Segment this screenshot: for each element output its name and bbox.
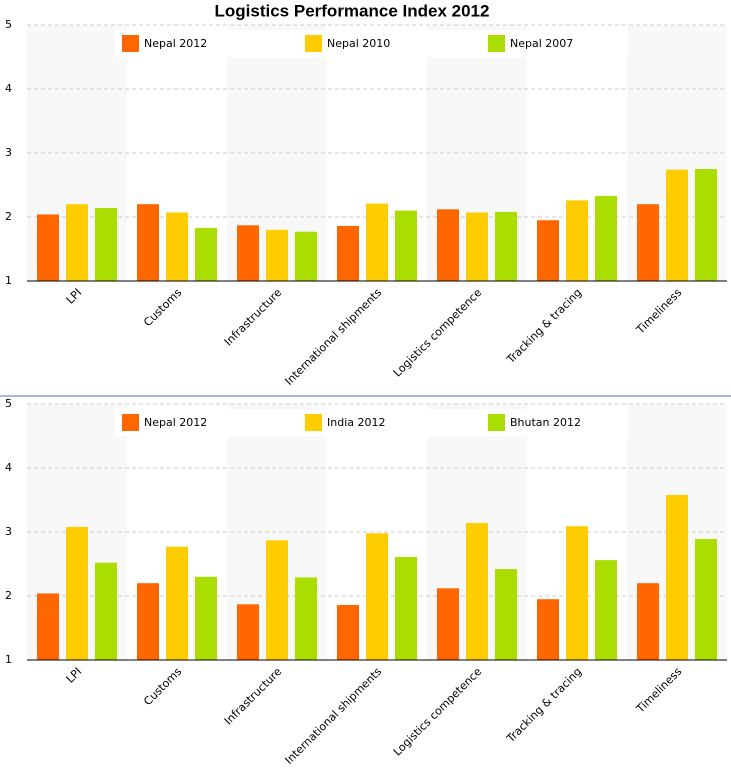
bar (95, 562, 117, 660)
bar (495, 569, 517, 660)
y-tick-label: 2 (5, 589, 12, 602)
bar (337, 225, 359, 281)
x-tick-label: Timeliness (633, 286, 684, 337)
legend-swatch (488, 414, 505, 431)
bar (66, 526, 88, 660)
y-tick-label: 1 (5, 653, 12, 666)
y-tick-label: 3 (5, 525, 12, 538)
x-tick-label: Logistics competence (391, 665, 485, 759)
y-tick-label: 2 (5, 210, 12, 223)
legend-box (115, 409, 628, 436)
legend-swatch (488, 35, 505, 52)
bar (237, 604, 259, 660)
bar (695, 169, 717, 281)
bar (395, 210, 417, 281)
y-tick-label: 5 (5, 18, 12, 31)
bar (395, 556, 417, 660)
legend-label: Nepal 2010 (327, 37, 390, 50)
x-tick-label: International shipments (282, 665, 384, 767)
bar (237, 225, 259, 281)
legend-label: Nepal 2012 (144, 37, 207, 50)
y-tick-label: 1 (5, 274, 12, 287)
x-tick-label: Customs (141, 286, 184, 329)
legend-label: Nepal 2007 (510, 37, 573, 50)
bar (37, 593, 59, 660)
bar (695, 539, 717, 660)
bar (537, 599, 559, 660)
bar (595, 560, 617, 660)
x-tick-label: Infrastructure (222, 665, 285, 728)
bar (195, 576, 217, 660)
legend-label: Bhutan 2012 (510, 416, 581, 429)
bar (537, 220, 559, 281)
bar (666, 494, 688, 660)
bar (595, 195, 617, 281)
bar (295, 231, 317, 281)
legend-swatch (122, 35, 139, 52)
bar (466, 212, 488, 281)
x-tick-label: Logistics competence (391, 286, 485, 380)
legend-swatch (122, 414, 139, 431)
legend-swatch (305, 414, 322, 431)
y-tick-label: 5 (5, 397, 12, 410)
bar (495, 211, 517, 281)
bar (266, 540, 288, 660)
bar (166, 212, 188, 281)
x-tick-label: Tracking & tracing (504, 665, 585, 746)
bar (637, 204, 659, 281)
legend-swatch (305, 35, 322, 52)
bar (266, 229, 288, 281)
y-tick-label: 4 (5, 461, 12, 474)
bar (366, 533, 388, 660)
bar (137, 204, 159, 281)
bar (66, 204, 88, 281)
bar (566, 200, 588, 281)
bar (366, 203, 388, 281)
y-tick-label: 3 (5, 146, 12, 159)
legend-box (115, 30, 628, 57)
x-tick-label: Customs (141, 665, 184, 708)
bar (466, 523, 488, 660)
bar (337, 604, 359, 660)
x-tick-label: LPI (64, 286, 85, 307)
bar (566, 526, 588, 660)
bar (666, 169, 688, 281)
bar (637, 583, 659, 660)
y-tick-label: 4 (5, 82, 12, 95)
chart-title: Logistics Performance Index 2012 (215, 1, 490, 20)
bar (166, 546, 188, 660)
x-tick-label: LPI (64, 665, 85, 686)
x-tick-label: Timeliness (633, 665, 684, 716)
x-tick-label: Tracking & tracing (504, 286, 585, 367)
bar (437, 209, 459, 281)
bar (95, 208, 117, 281)
x-tick-label: Infrastructure (222, 286, 285, 349)
bar (295, 577, 317, 660)
bar (137, 583, 159, 660)
legend-label: Nepal 2012 (144, 416, 207, 429)
bar (37, 214, 59, 281)
x-tick-label: International shipments (282, 286, 384, 388)
bar (195, 227, 217, 281)
bar (437, 588, 459, 660)
legend-label: India 2012 (327, 416, 386, 429)
